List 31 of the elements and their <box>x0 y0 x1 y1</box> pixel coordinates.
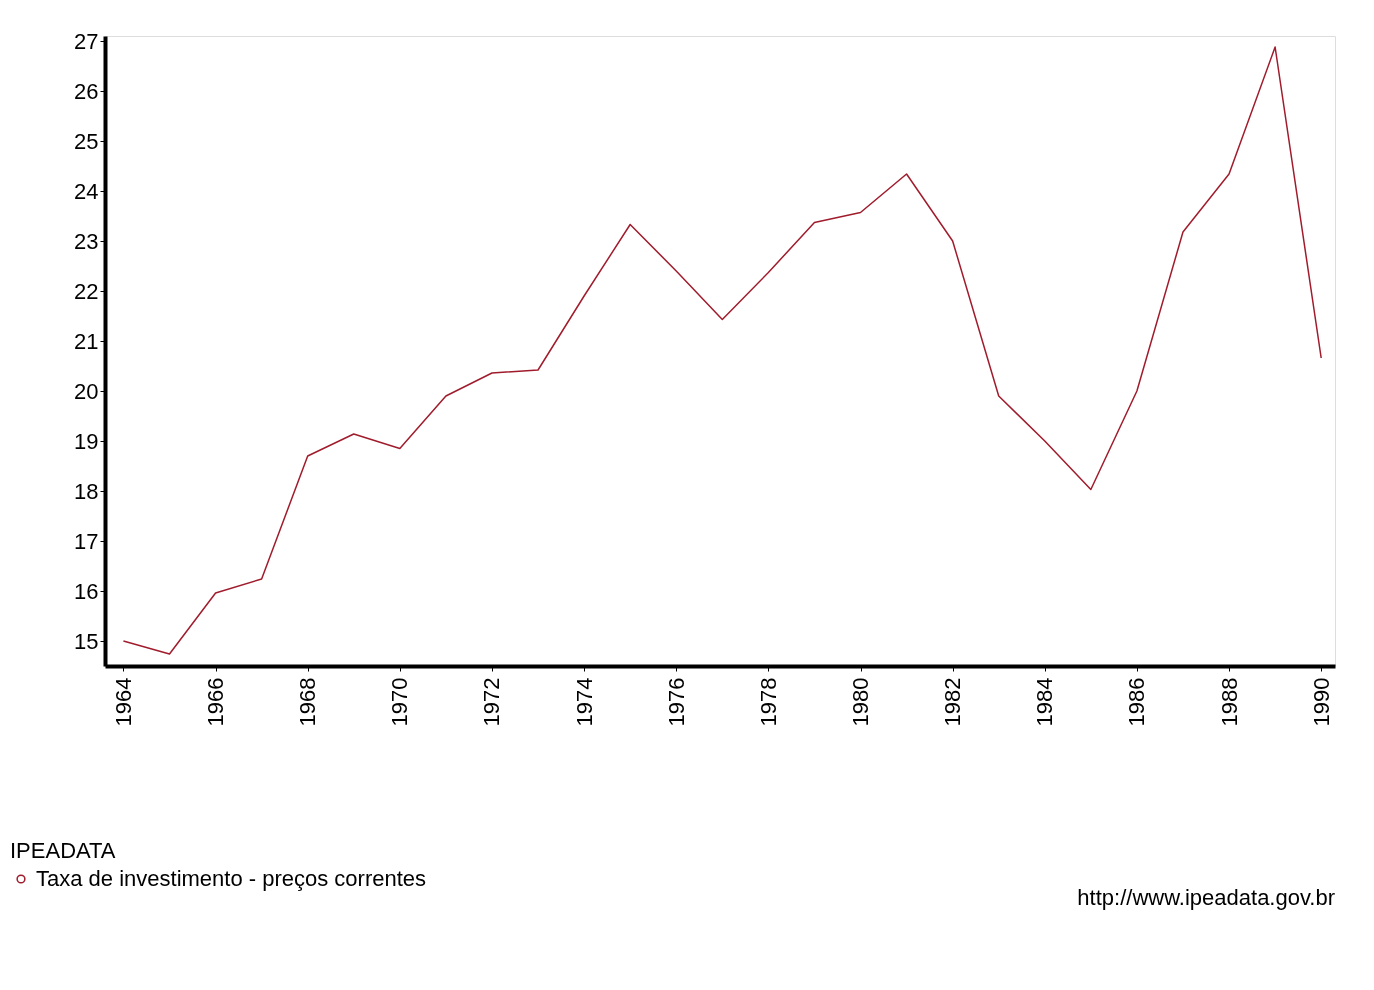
x-tick-label: 1990 <box>1308 677 1334 727</box>
y-tick-label: 20 <box>74 378 99 404</box>
line-series <box>122 46 1322 655</box>
x-tick-label: 1982 <box>940 677 966 727</box>
x-tick-label: 1974 <box>571 677 597 727</box>
y-tick-label: 27 <box>74 28 99 54</box>
y-tick-label: 18 <box>74 478 99 504</box>
y-tick-label: 23 <box>74 228 99 254</box>
x-tick-label: 1976 <box>663 677 689 727</box>
y-tick-label: 24 <box>74 178 99 204</box>
x-tick-label: 1964 <box>110 677 136 727</box>
x-tick-label: 1966 <box>203 677 229 727</box>
x-tick-label: 1984 <box>1032 677 1058 727</box>
y-tick-label: 16 <box>74 578 99 604</box>
y-tick-label: 21 <box>74 328 99 354</box>
y-tick-label: 25 <box>74 128 99 154</box>
legend-title: IPEADATA <box>10 838 116 863</box>
x-tick-label: 1968 <box>295 677 321 727</box>
y-tick-label: 19 <box>74 428 99 454</box>
x-tick-label: 1970 <box>387 677 413 727</box>
legend-label: Taxa de investimento - preços correntes <box>36 866 427 891</box>
x-tick-label: 1978 <box>755 677 781 727</box>
x-tick-label: 1980 <box>848 677 874 727</box>
y-tick-label: 17 <box>74 528 99 554</box>
text: http://www.ipeadata.gov.br <box>1077 885 1335 910</box>
x-tick-label: 1988 <box>1216 677 1242 727</box>
y-tick-label: 26 <box>74 78 99 104</box>
x-tick-label: 1972 <box>479 677 505 727</box>
x-tick-label: 1986 <box>1124 677 1150 727</box>
y-tick-label: 15 <box>74 628 99 654</box>
y-tick-label: 22 <box>74 278 99 304</box>
